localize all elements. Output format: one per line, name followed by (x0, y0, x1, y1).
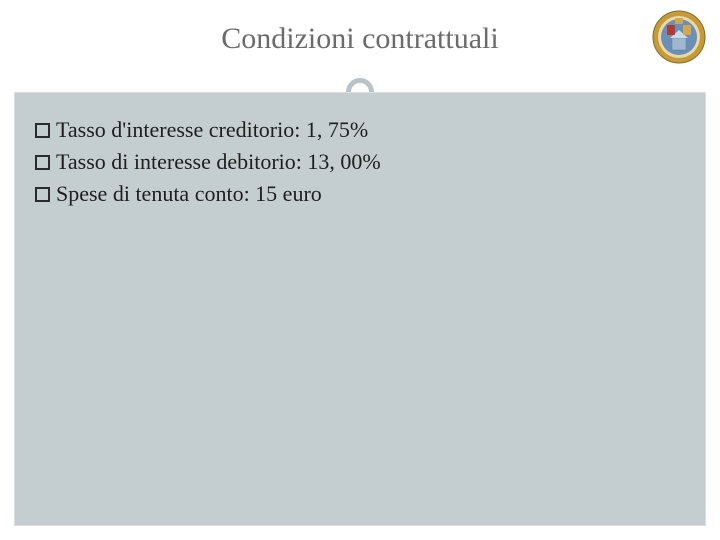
list-item-text: Tasso d'interesse creditorio: 1, 75% (56, 117, 368, 143)
bullet-square-icon (35, 155, 50, 170)
list-item-text: Spese di tenuta conto: 15 euro (56, 181, 322, 207)
list-item: Spese di tenuta conto: 15 euro (35, 181, 685, 207)
list-item: Tasso d'interesse creditorio: 1, 75% (35, 117, 685, 143)
bullet-square-icon (35, 123, 50, 138)
list-item: Tasso di interesse debitorio: 13, 00% (35, 149, 685, 175)
university-seal-logo (652, 10, 706, 64)
slide: Condizioni contrattuali Tasso d'interess… (0, 0, 720, 540)
header: Condizioni contrattuali (0, 0, 720, 80)
slide-title: Condizioni contrattuali (221, 22, 498, 56)
list-item-text: Tasso di interesse debitorio: 13, 00% (56, 149, 381, 175)
bullet-square-icon (35, 187, 50, 202)
content-body: Tasso d'interesse creditorio: 1, 75% Tas… (14, 92, 706, 526)
